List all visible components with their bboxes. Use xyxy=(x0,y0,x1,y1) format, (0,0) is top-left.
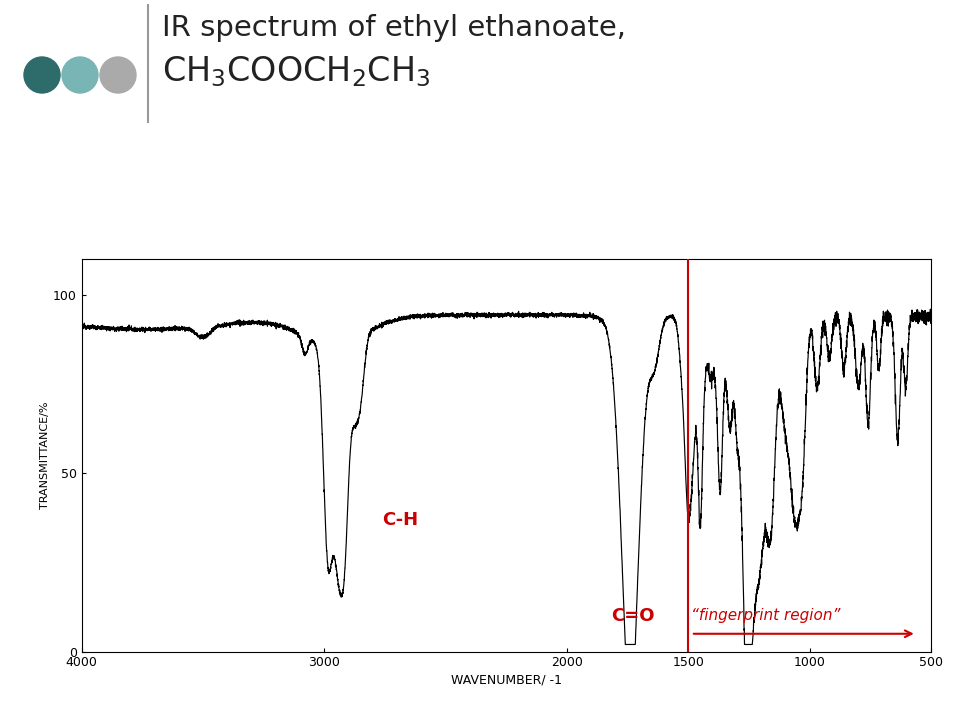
Text: IR spectrum of ethyl ethanoate,: IR spectrum of ethyl ethanoate, xyxy=(162,14,626,42)
X-axis label: WAVENUMBER/ -1: WAVENUMBER/ -1 xyxy=(451,674,562,687)
Text: $\mathregular{CH_3COOCH_2CH_3}$: $\mathregular{CH_3COOCH_2CH_3}$ xyxy=(162,55,430,89)
Circle shape xyxy=(24,57,60,93)
Circle shape xyxy=(100,57,136,93)
Text: “fingerprint region”: “fingerprint region” xyxy=(691,608,840,624)
Text: C-H: C-H xyxy=(383,510,419,528)
Y-axis label: TRANSMITTANCE/%: TRANSMITTANCE/% xyxy=(40,402,50,509)
Text: C=O: C=O xyxy=(611,607,655,625)
Circle shape xyxy=(62,57,98,93)
